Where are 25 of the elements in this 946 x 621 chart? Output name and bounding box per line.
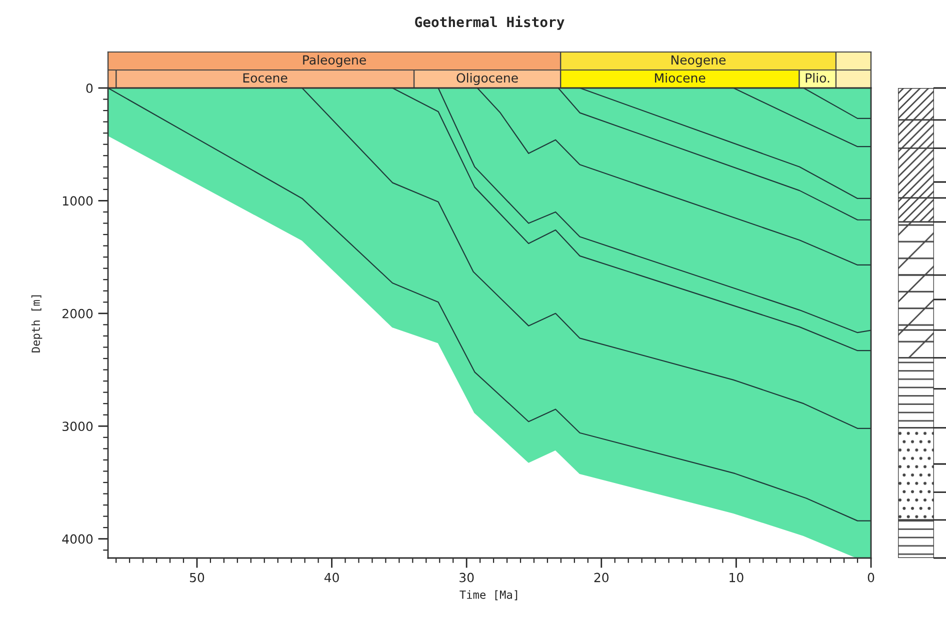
y-tick-label: 0 bbox=[86, 83, 93, 93]
series-label: Plio. bbox=[806, 72, 830, 83]
y-tick-label: 1000 bbox=[62, 196, 93, 206]
series-label: Paleogene bbox=[303, 54, 366, 68]
x-tick-label: 0 bbox=[868, 572, 874, 582]
series-label: Miocene bbox=[655, 72, 706, 83]
series-label: Eocene bbox=[243, 73, 288, 83]
series-label: Oligocene bbox=[456, 72, 518, 86]
chart-title: Geothermal History bbox=[415, 16, 564, 30]
y-tick-label: 2000 bbox=[62, 308, 93, 318]
x-tick-label: 30 bbox=[460, 572, 474, 582]
line-series bbox=[476, 88, 871, 266]
series-label: Neogene bbox=[672, 55, 726, 68]
line-series bbox=[438, 88, 871, 334]
x-tick-label: 50 bbox=[190, 572, 204, 582]
x-tick-label: 20 bbox=[594, 572, 609, 582]
x-tick-label: 40 bbox=[324, 572, 339, 582]
x-tick-label: 10 bbox=[730, 572, 744, 582]
y-tick-label: 4000 bbox=[62, 534, 93, 544]
y-axis-title: Depth [m] bbox=[31, 295, 42, 352]
line-series bbox=[302, 88, 871, 429]
line-series bbox=[558, 88, 871, 220]
y-tick-label: 3000 bbox=[62, 422, 93, 432]
line-series bbox=[392, 88, 871, 352]
x-axis-title: Time [Ma] bbox=[460, 590, 518, 600]
